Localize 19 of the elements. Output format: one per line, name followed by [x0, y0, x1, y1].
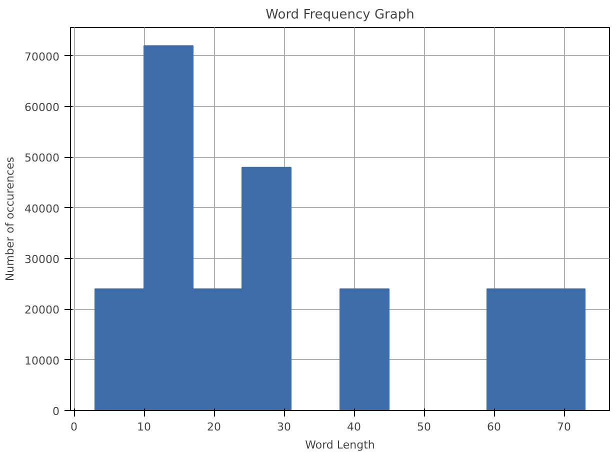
- x-tick-label: 60: [487, 420, 501, 434]
- y-tick-label: 30000: [24, 253, 60, 266]
- x-tick-label: 30: [277, 420, 291, 434]
- y-axis-title: Number of occurences: [4, 156, 17, 282]
- y-tick-label: 40000: [24, 202, 60, 216]
- y-tick-label: 50000: [24, 152, 60, 165]
- x-tick-label: 70: [557, 420, 571, 434]
- y-tick-label: 20000: [24, 304, 60, 317]
- x-tick-label: 40: [347, 420, 361, 434]
- x-tick-label: 20: [207, 420, 221, 434]
- y-tick-label: 60000: [24, 101, 60, 114]
- y-tick-label: 0: [52, 405, 60, 418]
- y-tick-label: 70000: [24, 50, 60, 64]
- x-tick-label: 10: [137, 420, 151, 434]
- y-tick-label: 10000: [24, 354, 60, 368]
- x-tick-label: 50: [417, 420, 431, 434]
- x-tick-label: 0: [70, 420, 78, 434]
- x-axis-title: Word Length: [305, 438, 375, 452]
- chart-title: Word Frequency Graph: [266, 8, 414, 22]
